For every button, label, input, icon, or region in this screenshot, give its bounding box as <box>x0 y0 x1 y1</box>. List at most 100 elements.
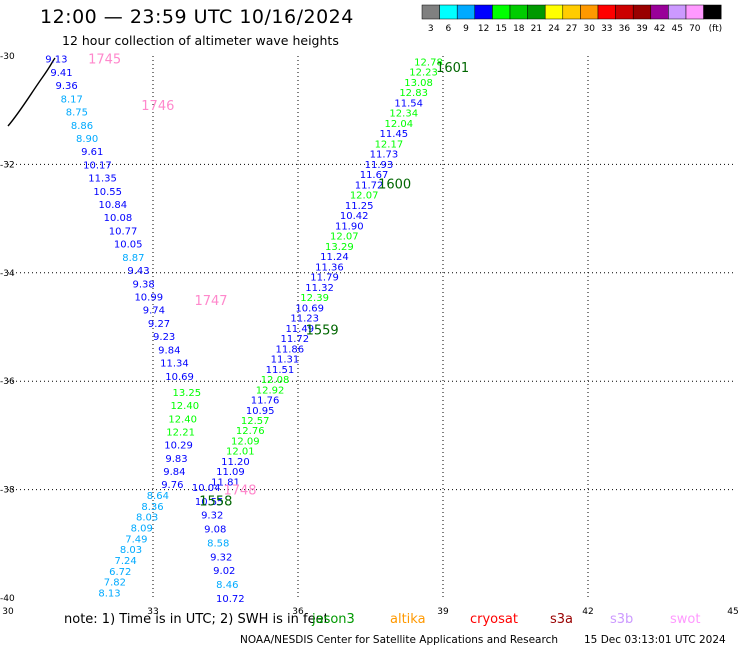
east-track-label: 11.23 <box>290 314 319 325</box>
east-track-label: 12.07 <box>350 191 379 202</box>
east-track-label: 11.20 <box>221 457 250 468</box>
east-track-label: 12.57 <box>241 416 270 427</box>
west-track-label: 7.82 <box>104 578 126 589</box>
east-track-label: 11.49 <box>285 324 314 335</box>
west-track-label: 10.69 <box>165 372 194 383</box>
west-track-label: 8.75 <box>66 108 88 119</box>
legend-tick-label: 33 <box>601 24 612 34</box>
satellite-s3b: s3b <box>610 612 634 627</box>
east-track-label: 11.09 <box>216 467 245 478</box>
coastline <box>7 57 56 127</box>
longitude-label: 33 <box>147 607 158 617</box>
page-subtitle: 12 hour collection of altimeter wave hei… <box>62 33 339 48</box>
longitude-label: 36 <box>292 607 304 617</box>
east-track-label: 11.67 <box>360 170 389 181</box>
west-track-label: 10.55 <box>93 187 122 198</box>
legend-tick-label: 15 <box>495 24 506 34</box>
footer-note: note: 1) Time is in UTC; 2) SWH is in fe… <box>64 612 329 627</box>
east-track-label: 11.36 <box>315 262 344 273</box>
east-track-label: 12.01 <box>226 447 255 458</box>
legend-tick-label: 24 <box>548 24 560 34</box>
east-track-label: 11.79 <box>310 273 339 284</box>
east-track-label: 12.04 <box>384 119 413 130</box>
latitude-label: -40 <box>0 594 15 604</box>
color-legend-bar: 3 6 9 12 15 18 21 24 27 30 33 36 39 42 45 70 (ft) <box>421 4 723 34</box>
west-track-label: 8.03 <box>120 545 142 556</box>
east-track-label: 10.42 <box>340 211 369 222</box>
pass-time-label: 1601 <box>436 61 469 76</box>
legend-tick-label: (ft) <box>709 24 723 34</box>
pass-time-label: 1747 <box>194 294 227 309</box>
east-track-label: 12.76 <box>236 426 265 437</box>
west-track-label: 9.43 <box>127 266 149 277</box>
east-track-label: 11.72 <box>280 334 309 345</box>
east-track-label: 11.51 <box>266 365 295 376</box>
west-track-label: 9.84 <box>163 467 185 478</box>
east-track-label: 12.92 <box>256 385 285 396</box>
west-track-label: 9.83 <box>165 454 187 465</box>
east-track-label: 11.25 <box>345 201 374 212</box>
longitude-label: 30 <box>2 607 14 617</box>
east-track-label: 11.31 <box>271 355 300 366</box>
west-track-label: 10.77 <box>109 226 138 237</box>
west-track-label: 10.08 <box>104 213 133 224</box>
longitude-label: 42 <box>582 607 593 617</box>
legend-tick-label: 70 <box>689 24 701 34</box>
west-track-label: 12.21 <box>166 428 195 439</box>
satellite-swot: swot <box>670 612 701 627</box>
east-track-label: 12.34 <box>389 109 418 120</box>
legend-swatch <box>703 4 722 20</box>
west-track-label: 10.29 <box>164 441 193 452</box>
satellite-jason3: jason3 <box>312 612 355 627</box>
pass-time-label: 1746 <box>141 99 174 114</box>
west-track-label: 8.87 <box>122 253 144 264</box>
east-track-label: 11.86 <box>276 344 305 355</box>
west-track-label: 8.03 <box>136 513 158 524</box>
east-track-label: 11.54 <box>394 98 423 109</box>
satellite-altika: altika <box>390 612 426 627</box>
legend-tick-label: 30 <box>583 24 595 34</box>
east-track-label: 8.46 <box>216 580 238 591</box>
legend-tick-label: 27 <box>566 24 577 34</box>
latitude-label: -34 <box>0 269 15 279</box>
latitude-label: -38 <box>0 486 15 496</box>
latitude-label: -36 <box>0 377 15 387</box>
west-track-label: 9.61 <box>81 147 103 158</box>
east-track-label: 9.32 <box>201 511 223 522</box>
east-track-label: 13.29 <box>325 242 354 253</box>
east-track-label: 11.24 <box>320 252 349 263</box>
west-track-label: 9.38 <box>133 279 155 290</box>
east-track-label: 11.72 <box>355 180 384 191</box>
pass-time-label: 1600 <box>378 177 411 192</box>
page-title: 12:00 — 23:59 UTC 10/16/2024 <box>40 6 354 28</box>
east-track-label: 11.81 <box>211 477 240 488</box>
longitude-label: 39 <box>437 607 449 617</box>
legend-tick-label: 12 <box>478 24 489 34</box>
west-track-label: 12.40 <box>168 414 197 425</box>
west-track-label: 9.27 <box>148 319 170 330</box>
east-track-label: 9.08 <box>204 525 226 536</box>
east-track-label: 12.08 <box>261 375 290 386</box>
west-track-label: 8.36 <box>141 502 163 513</box>
west-track-label: 8.86 <box>71 121 93 132</box>
west-track-label: 8.90 <box>76 134 98 145</box>
east-track-label: 11.76 <box>251 396 280 407</box>
satellite-cryosat: cryosat <box>470 612 518 627</box>
east-track-label: 13.08 <box>404 78 433 89</box>
east-track-label: 10.04 <box>192 483 221 494</box>
east-track-label: 12.23 <box>409 68 438 79</box>
east-track-label: 10.72 <box>216 594 245 605</box>
west-track-label: 9.76 <box>161 480 183 491</box>
legend-tick-label: 36 <box>619 24 631 34</box>
east-track-label: 10.95 <box>246 406 275 417</box>
east-track-label: 9.02 <box>213 566 235 577</box>
east-track-label: 12.17 <box>375 139 404 150</box>
west-track-label: 8.13 <box>98 589 120 600</box>
west-track-label: 8.64 <box>147 491 169 502</box>
west-track-label: 10.99 <box>134 293 163 304</box>
west-track-label: 7.24 <box>114 556 136 567</box>
east-track-label: 10.55 <box>195 497 224 508</box>
legend-tick-label: 9 <box>463 24 469 34</box>
